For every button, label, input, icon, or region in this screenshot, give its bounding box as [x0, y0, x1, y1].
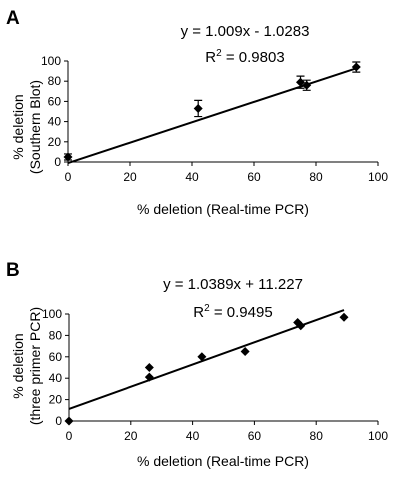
- panel-a-data-point: [351, 62, 361, 72]
- panel-b-x-tick-label: 0: [66, 429, 73, 443]
- panel-a: A y = 1.009x - 1.0283 R2 = 0.9803 0 20 40 6…: [6, 8, 388, 217]
- panel-b-r-squared: R2 = 0.9495: [193, 303, 272, 321]
- panel-a-data-point: [193, 103, 203, 113]
- panel-b-data-point: [144, 363, 154, 372]
- panel-a-label: A: [6, 8, 20, 29]
- panel-b-x-tick-label: 80: [310, 429, 324, 443]
- panel-b-y-tick-label: 0: [55, 414, 62, 428]
- panel-b-equation: y = 1.0389x + 11.227: [163, 276, 303, 293]
- panel-b-x-tick-label: 20: [124, 429, 138, 443]
- panel-a-x-tick-label: 0: [65, 170, 72, 184]
- panel-a-y-tick-label: 100: [41, 54, 61, 68]
- panel-b-data-point: [296, 321, 306, 331]
- panel-a-y-tick-label: 80: [48, 74, 62, 88]
- panel-b: B y = 1.0389x + 11.227 R2 = 0.9495 0 20 40…: [6, 260, 388, 469]
- panel-a-y-tick-label: 60: [48, 94, 62, 108]
- panel-b-label: B: [6, 260, 20, 281]
- panel-b-y-tick-label: 40: [49, 371, 63, 385]
- panel-a-y-tick-label: 0: [54, 155, 61, 169]
- panel-b-data-point: [197, 352, 207, 362]
- panel-b-data-point: [64, 416, 74, 426]
- panel-a-x-axis-title: % deletion (Real-time PCR): [137, 201, 309, 217]
- panel-a-x-tick-label: 100: [368, 170, 388, 184]
- panel-b-data-point: [339, 312, 349, 322]
- panel-b-x-tick-label: 100: [368, 429, 388, 443]
- panel-b-x-axis-title: % deletion (Real-time PCR): [137, 453, 309, 469]
- panel-b-x-tick-label: 60: [248, 429, 262, 443]
- panel-b-y-tick-label: 100: [42, 307, 62, 321]
- panel-a-regression-line: [67, 67, 357, 164]
- panel-b-y-tick-label: 20: [49, 393, 63, 407]
- panel-a-y-axis-title-line1: % deletion: [10, 94, 26, 159]
- panel-a-x-tick-label: 40: [185, 170, 199, 184]
- panel-b-y-tick-label: 60: [49, 350, 63, 364]
- panel-b-data-point: [144, 372, 154, 382]
- panel-a-plot-area: 0 20 40 60 80 100 0 20 40 60 80 100: [41, 54, 388, 184]
- panel-a-y-tick-label: 40: [48, 115, 62, 129]
- panel-b-x-tick-label: 40: [186, 429, 200, 443]
- panel-a-equation: y = 1.009x - 1.0283: [181, 23, 310, 40]
- panel-b-y-axis-title-line2: (three primer PCR): [27, 307, 43, 425]
- panel-a-x-tick-label: 60: [247, 170, 261, 184]
- panel-b-data-point: [240, 346, 250, 356]
- panel-a-x-tick-label: 80: [309, 170, 323, 184]
- panel-a-data-point: [302, 80, 312, 90]
- panel-b-y-tick-label: 80: [49, 328, 63, 342]
- panel-b-plot-area: 0 20 40 60 80 100 0 20 40 60 80 100: [42, 307, 388, 443]
- panel-a-x-tick-label: 20: [123, 170, 137, 184]
- panel-a-data-point: [63, 152, 73, 162]
- panel-b-y-axis-title-line1: % deletion: [10, 333, 26, 398]
- panel-a-r-squared: R2 = 0.9803: [205, 48, 284, 66]
- panel-a-y-axis-title-line2: (Southern Blot): [27, 80, 43, 174]
- panel-a-y-tick-label: 20: [48, 135, 62, 149]
